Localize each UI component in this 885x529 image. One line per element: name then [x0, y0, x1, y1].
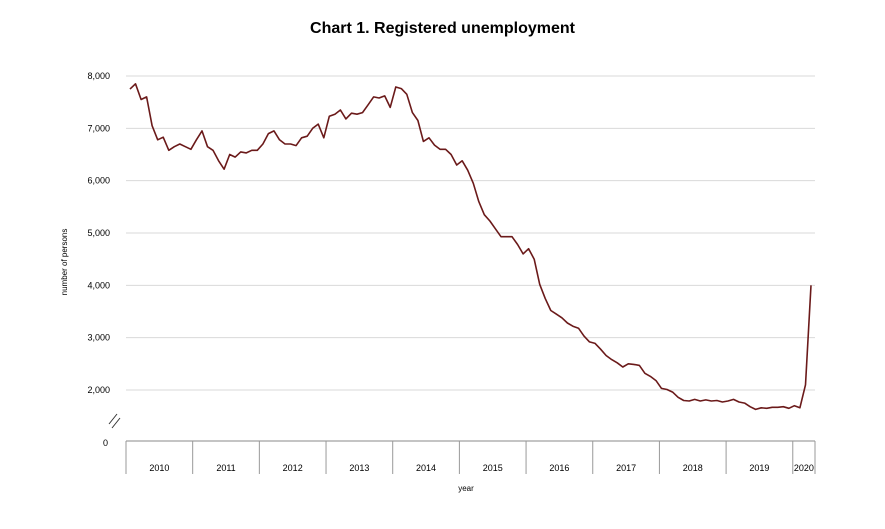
x-tick-label: 2014 — [416, 463, 436, 473]
x-tick-label: 2015 — [483, 463, 503, 473]
axis-break-mark — [111, 417, 121, 429]
chart-title: Chart 1. Registered unemployment — [310, 20, 575, 37]
y-tick-label: 8,000 — [87, 71, 110, 81]
x-axis-label: year — [458, 484, 474, 493]
y-tick-label-zero: 0 — [103, 438, 108, 448]
y-tick-label: 3,000 — [87, 333, 110, 343]
x-tick-label: 2019 — [749, 463, 769, 473]
y-tick-label: 2,000 — [87, 385, 110, 395]
y-tick-label: 5,000 — [87, 228, 110, 238]
axis-break-mark — [108, 413, 118, 425]
axis-break: 0 — [103, 413, 121, 448]
y-tick-labels: 8,000 7,000 6,000 5,000 4,000 3,000 2,000 — [87, 71, 110, 395]
y-axis-label: number of persons — [60, 229, 69, 296]
x-axis-year-bands: 2010 2011 2012 2013 2014 2015 2016 2017 2018 2019… — [125, 440, 816, 474]
x-tick-label: 2016 — [549, 463, 569, 473]
x-tick-label: 2013 — [349, 463, 369, 473]
x-tick-label: 2010 — [149, 463, 169, 473]
series — [129, 83, 812, 411]
y-tick-label: 7,000 — [87, 123, 110, 133]
y-tick-label: 4,000 — [87, 280, 110, 290]
x-tick-label: 2018 — [683, 463, 703, 473]
series-line-registered-unemployment — [129, 83, 812, 411]
x-tick-label: 2012 — [283, 463, 303, 473]
x-tick-label: 2017 — [616, 463, 636, 473]
x-tick-label: 2011 — [216, 463, 235, 473]
y-tick-label: 6,000 — [87, 176, 110, 186]
x-tick-label: 2020 — [794, 463, 814, 473]
gridlines — [126, 75, 815, 391]
